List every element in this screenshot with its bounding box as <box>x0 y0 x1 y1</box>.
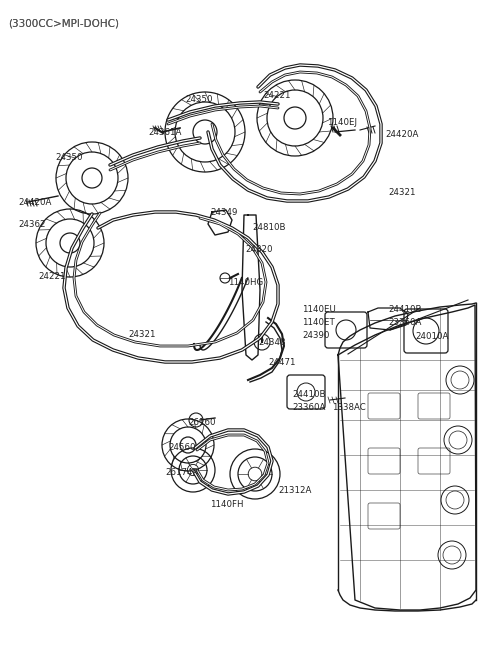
Text: 24348: 24348 <box>258 338 286 347</box>
Text: 24471: 24471 <box>268 358 296 367</box>
Text: 24810B: 24810B <box>252 223 286 232</box>
Text: 24410B: 24410B <box>292 390 325 399</box>
Text: 24362: 24362 <box>18 220 46 229</box>
Text: 24820: 24820 <box>245 245 273 254</box>
Text: 24420A: 24420A <box>385 130 419 139</box>
Text: 26160: 26160 <box>188 418 216 427</box>
Text: 1140HG: 1140HG <box>228 278 263 287</box>
Text: 24350: 24350 <box>185 95 213 104</box>
Text: 1140EJ: 1140EJ <box>327 118 357 127</box>
Text: (3300CC>MPI-DOHC): (3300CC>MPI-DOHC) <box>8 18 119 28</box>
Text: 1140FH: 1140FH <box>210 500 243 509</box>
Text: 24321: 24321 <box>388 188 416 197</box>
Text: 1140EU: 1140EU <box>302 305 336 314</box>
Text: 24420A: 24420A <box>18 198 51 207</box>
Text: 24361A: 24361A <box>148 128 181 137</box>
Text: 24390: 24390 <box>302 331 329 340</box>
Text: 24010A: 24010A <box>415 332 448 341</box>
Text: 21312A: 21312A <box>278 486 312 495</box>
Text: 26174P: 26174P <box>165 468 198 477</box>
Text: 23360A: 23360A <box>292 403 325 412</box>
Text: 1140ET: 1140ET <box>302 318 335 327</box>
Text: 24321: 24321 <box>128 330 156 339</box>
Text: 23360A: 23360A <box>388 318 421 327</box>
Text: 24349: 24349 <box>210 208 238 217</box>
Text: 24350: 24350 <box>55 153 83 162</box>
Text: 1338AC: 1338AC <box>332 403 366 412</box>
Text: 24221: 24221 <box>263 91 290 100</box>
Text: (3300CC>MPI-DOHC): (3300CC>MPI-DOHC) <box>8 18 119 28</box>
Text: 24560: 24560 <box>168 443 195 452</box>
Text: 24221: 24221 <box>38 272 65 281</box>
Text: 24410B: 24410B <box>388 305 421 314</box>
